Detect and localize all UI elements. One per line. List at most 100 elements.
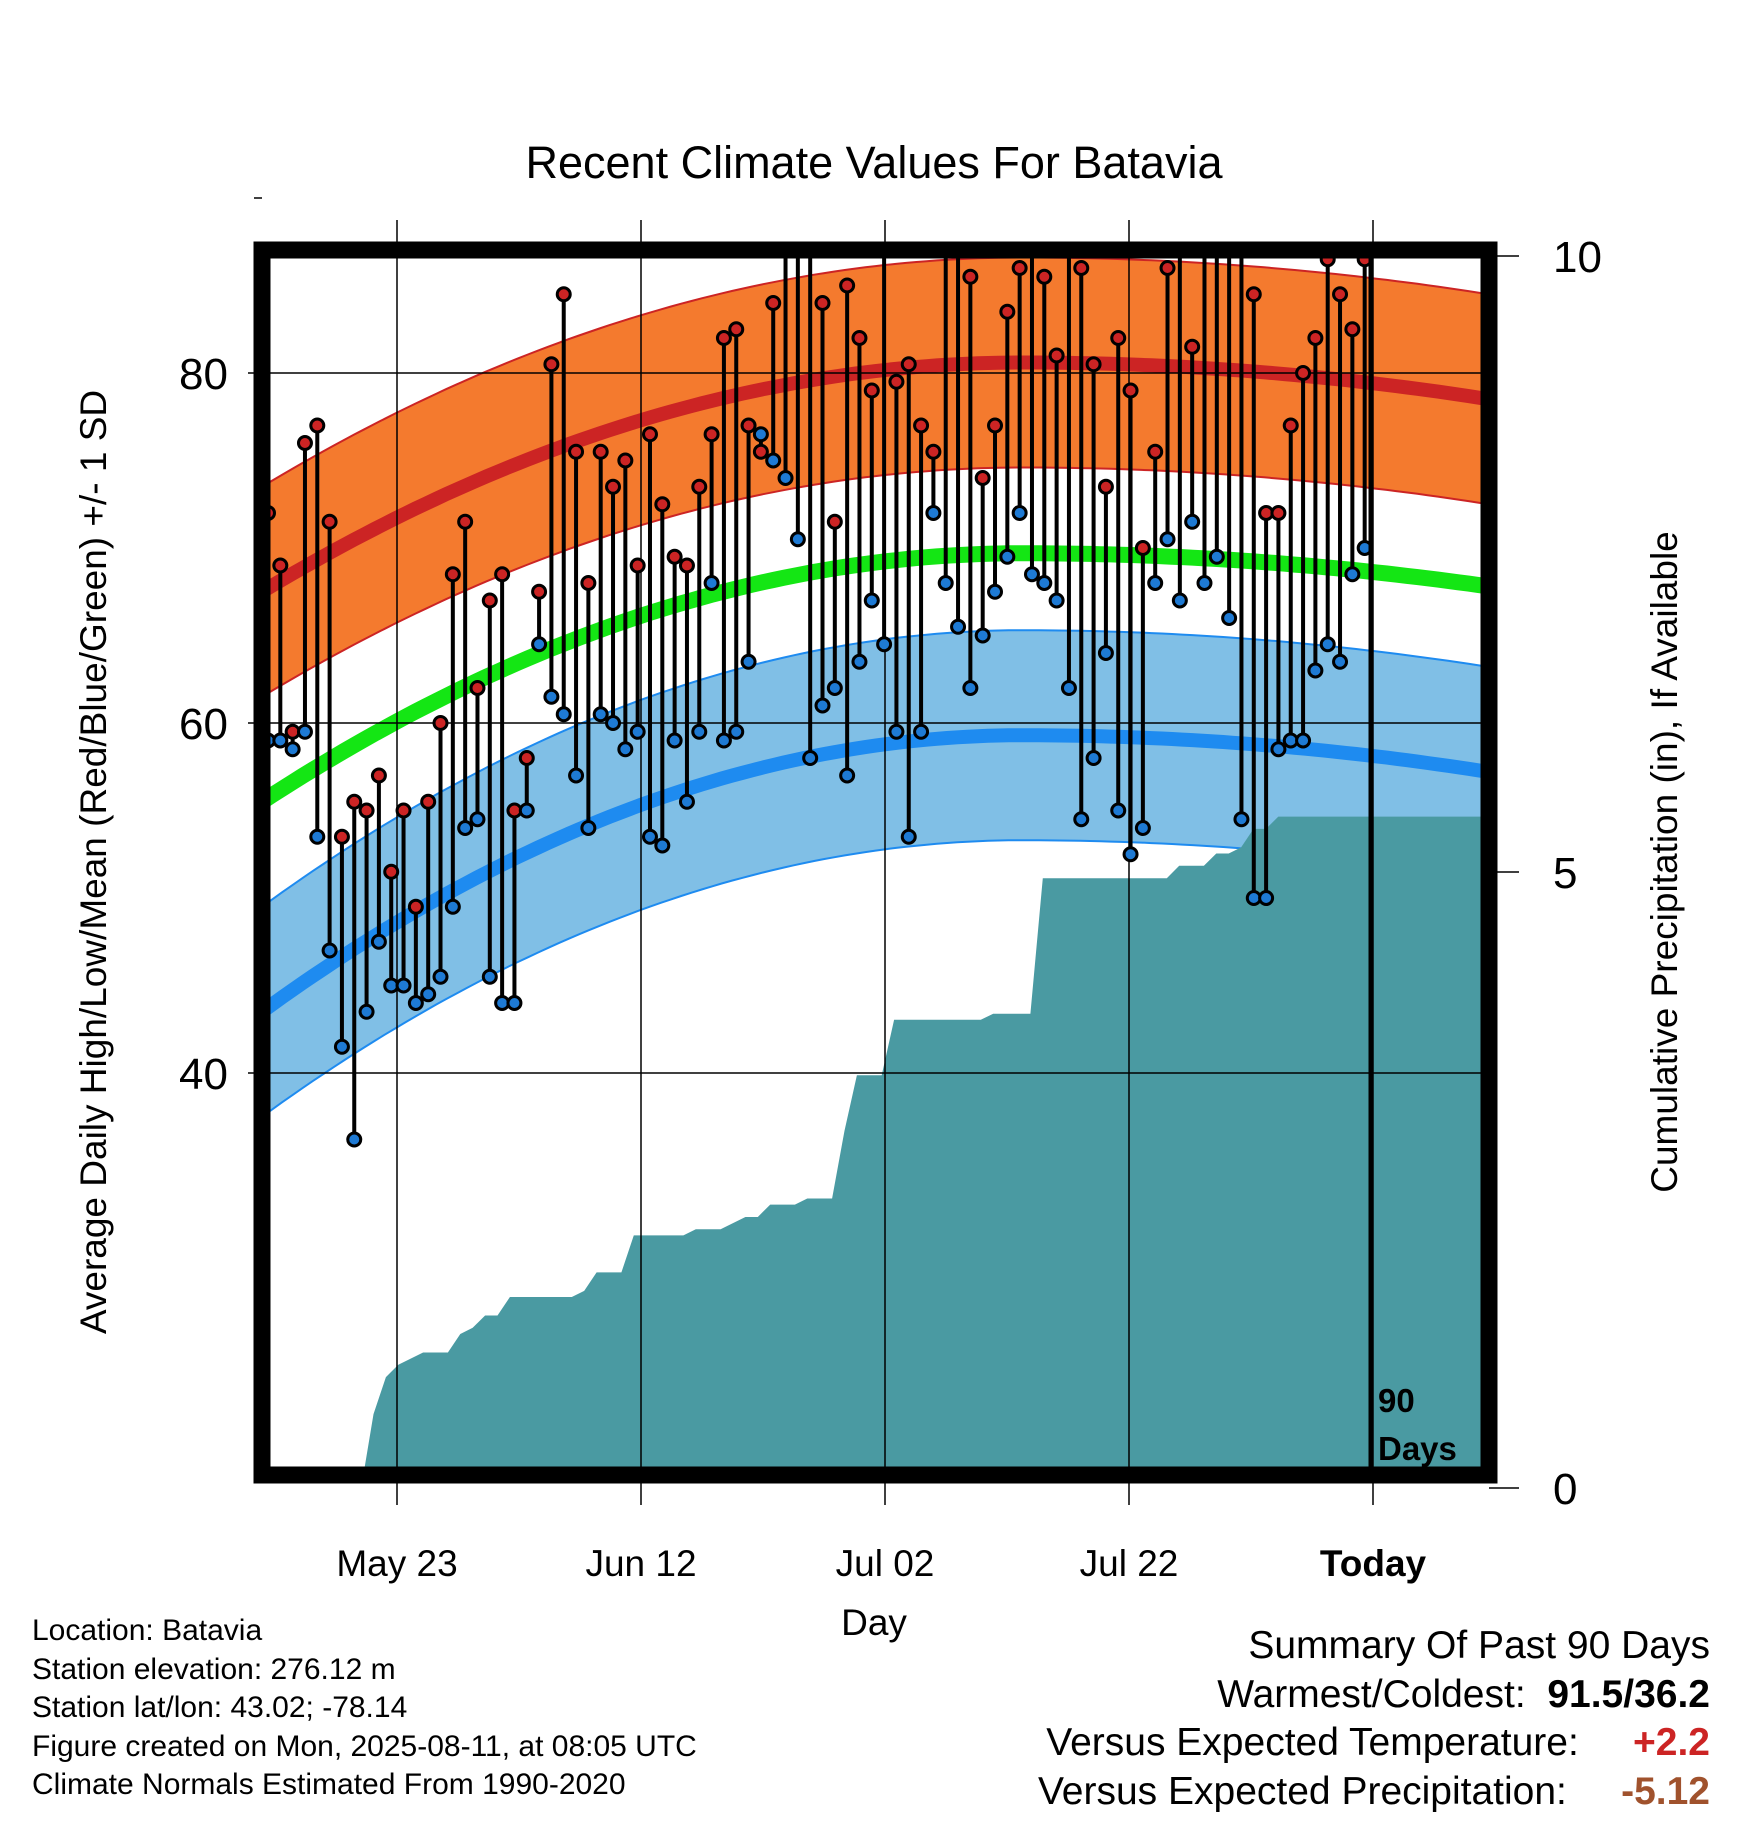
daily-low-point [987,583,1004,600]
daily-high-point [888,373,905,390]
summary-title: Summary Of Past 90 Days [1248,1624,1710,1667]
daily-low-point [1073,811,1090,828]
daily-low-point [974,627,991,644]
y2-axis-label: Cumulative Precipitation (in), If Availa… [1644,531,1685,1193]
daily-low-point [678,793,695,810]
daily-high-point [826,513,843,530]
daily-low-point [543,688,560,705]
daily-low-point [481,968,498,985]
daily-low-point [309,828,326,845]
daily-high-point [605,478,622,495]
daily-low-point [1110,802,1127,819]
daily-low-point [555,706,572,723]
normals-text: Climate Normals Estimated From 1990-2020 [32,1768,626,1801]
daily-high-point [1147,443,1164,460]
daily-low-point [272,732,289,749]
daily-high-point [728,321,745,338]
daily-low-point [666,732,683,749]
x-axis-tick-label: Jun 12 [585,1543,696,1584]
normal-high-line [262,355,1489,598]
plot-area [262,200,1489,1475]
daily-low-point [370,933,387,950]
daily-high-point [1223,209,1236,222]
daily-low-point [863,592,880,609]
daily-high-point [580,575,597,591]
daily-high-point [999,303,1016,320]
x-axis-tick-label: Today [1320,1543,1427,1584]
y-axis-label: Average Daily High/Low/Mean (Red/Blue/Gr… [73,390,114,1334]
daily-high-point [952,209,965,222]
daily-low-point [1048,592,1065,609]
daily-low-point [617,741,634,758]
daily-low-point [580,820,597,836]
daily-high-point [1235,200,1248,213]
daily-low-point [506,995,523,1011]
daily-high-point [1332,286,1349,303]
daily-high-point [1011,260,1028,276]
y2-axis-tick-label: 5 [1553,849,1577,898]
daily-low-point [568,767,585,784]
daily-low-point [407,995,424,1011]
summary-temp-row: Versus Expected Temperature: +2.2 [1038,1719,1710,1768]
daily-low-point [1221,610,1238,626]
period-label-unit: Days [1378,1430,1457,1467]
daily-low-point [1134,820,1151,836]
plot-frame [253,241,1498,1484]
daily-low-point [333,1038,350,1055]
daily-low-point [641,828,658,845]
daily-high-point [641,426,658,443]
daily-low-point [1147,575,1164,591]
daily-high-point [974,470,991,486]
daily-high-point [913,417,930,434]
daily-high-point [779,218,792,231]
daily-high-point [987,417,1004,434]
daily-low-point [752,426,769,443]
x-axis-label: Day [841,1602,907,1643]
daily-high-point [469,680,486,696]
daily-low-point [629,723,646,740]
daily-points [262,200,1373,1148]
daily-high-point [481,592,498,609]
summary-panel: Summary Of Past 90 Days Warmest/Coldest:… [1038,1622,1710,1816]
daily-low-point [1122,846,1139,863]
temp-label: Versus Expected Temperature: [1046,1721,1579,1764]
daily-low-point [962,680,979,696]
x-axis-tick-label: Jul 22 [1080,1543,1179,1584]
daily-low-point [1233,811,1250,828]
daily-range-bars [266,250,1367,1140]
daily-low-point [728,723,745,740]
latlon-text: Station lat/lon: 43.02; -78.14 [32,1691,408,1724]
daily-high-point [296,435,313,451]
daily-low-point [900,828,917,845]
daily-low-point [1196,575,1213,591]
daily-low-point [1295,732,1312,749]
daily-high-point [1245,286,1262,303]
daily-high-point [851,330,868,346]
daily-high-point [518,750,535,766]
daily-low-point [1332,653,1349,670]
daily-low-point [1060,680,1077,696]
daily-high-point [543,356,560,373]
daily-low-point [531,636,548,653]
daily-high-point [1134,540,1151,556]
daily-low-point [1258,890,1275,906]
daily-low-point [1011,505,1028,521]
daily-low-point [321,942,338,959]
daily-low-point [1319,636,1336,653]
daily-low-point [802,750,819,766]
daily-high-point [358,802,375,819]
daily-high-point [309,417,326,434]
daily-low-point [358,1003,375,1020]
daily-high-point [370,767,387,784]
daily-high-point [839,277,856,294]
daily-low-point [457,820,474,836]
daily-low-point [518,802,535,819]
daily-high-point [752,443,769,460]
daily-low-point [839,767,856,784]
daily-low-point [1270,741,1287,758]
y-axis-tick-label: 40 [179,1050,228,1099]
period-label-days: 90 [1378,1382,1415,1419]
daily-low-point [1097,645,1114,661]
daily-high-point [420,793,437,810]
